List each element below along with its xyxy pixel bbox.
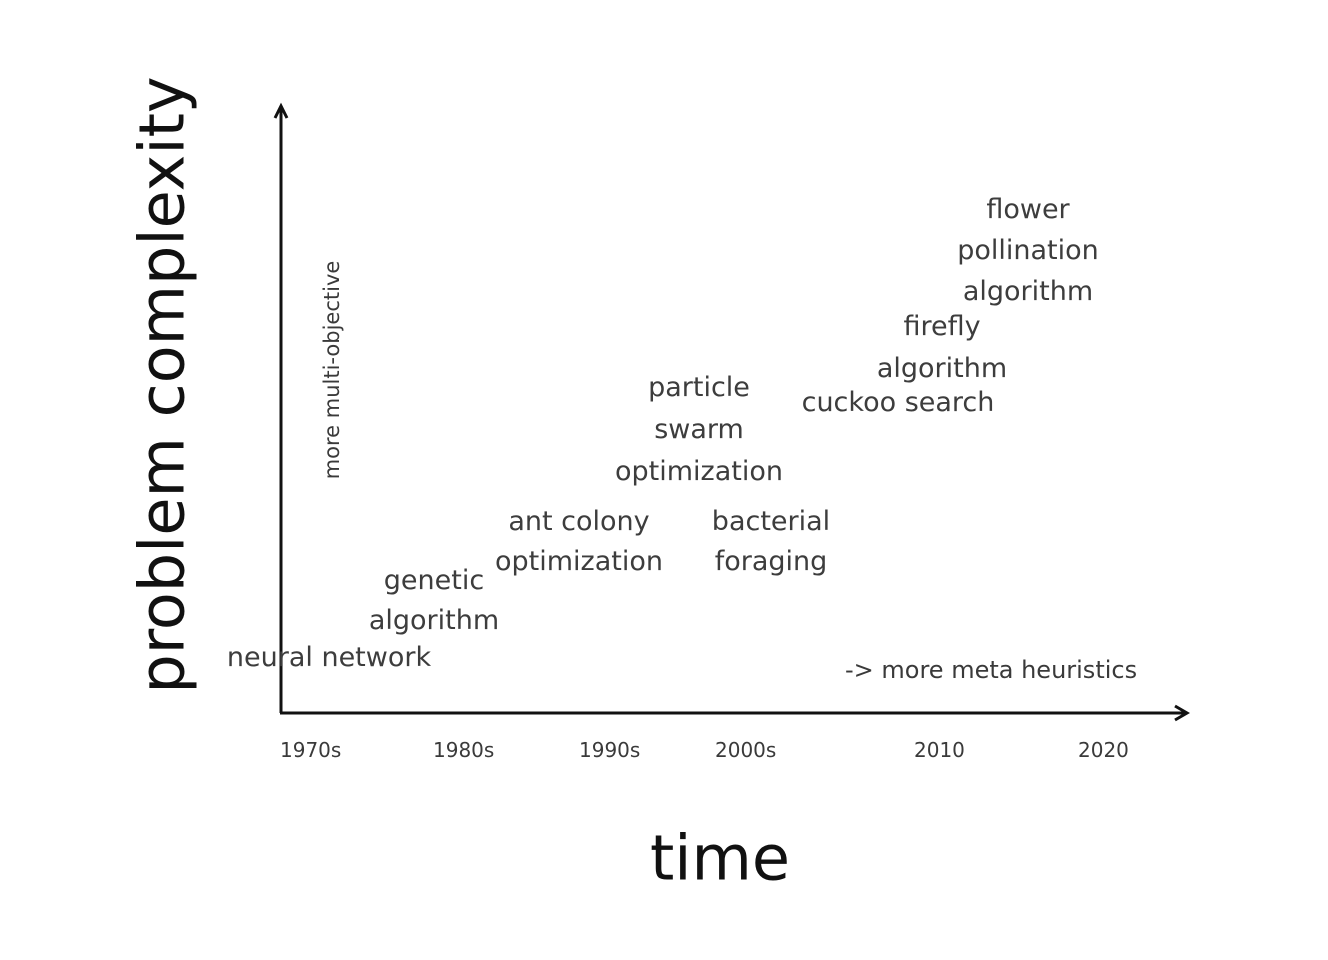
meta-heuristics-note: -> more meta heuristics <box>845 656 1138 684</box>
algorithm-label-cuckoo-search: cuckoo search <box>801 387 995 418</box>
algorithm-label-particle-swarm: particle swarm optimization <box>615 372 783 487</box>
x-tick-label: 2010 <box>914 738 965 762</box>
y-axis-label: problem complexity <box>125 76 199 694</box>
algorithm-label-bacterial-foraging: bacterial foraging <box>711 506 831 577</box>
algorithm-label-ant-colony: ant colony optimization <box>495 506 663 577</box>
x-tick-label: 2020 <box>1078 738 1129 762</box>
x-tick-label: 1980s <box>433 738 495 762</box>
x-tick-label: 2000s <box>715 738 777 762</box>
y-axis-arrowhead <box>273 102 289 119</box>
multi-objective-note: more multi-objective <box>320 260 344 480</box>
x-tick-label: 1970s <box>280 738 342 762</box>
x-axis-label: time <box>649 821 791 895</box>
algorithm-label-firefly: firefly algorithm <box>876 311 1008 384</box>
x-tick-label: 1990s <box>579 738 641 762</box>
x-axis-arrowhead <box>1174 704 1190 722</box>
algorithm-label-flower-pollination: flower pollination algorithm <box>957 194 1099 307</box>
algorithm-label-neural-network: neural network <box>226 642 432 673</box>
algorithm-label-genetic-algorithm: genetic algorithm <box>368 565 500 636</box>
